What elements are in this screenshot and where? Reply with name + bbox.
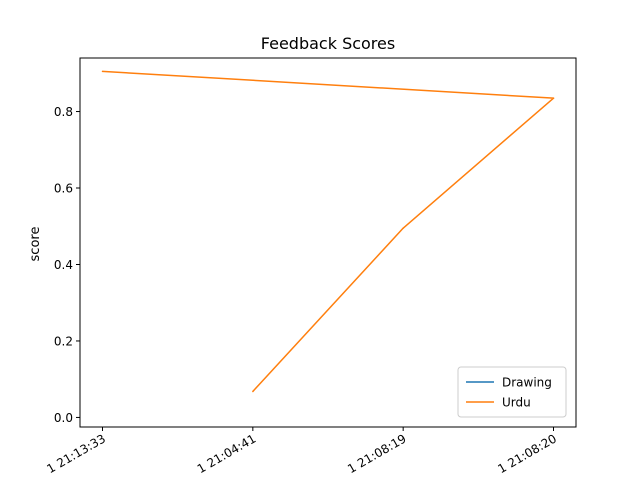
y-tick-label: 0.6: [54, 182, 73, 196]
x-tick-label: 1 21:08:20: [495, 431, 559, 476]
data-point-urdu: [402, 227, 404, 229]
y-tick-label: 0.2: [54, 334, 73, 348]
series-line-urdu: [102, 70, 555, 392]
plot-frame: [79, 57, 577, 428]
y-tick-label: 0.8: [54, 105, 73, 119]
chart-title: Feedback Scores: [261, 34, 395, 53]
legend: Drawing Urdu: [457, 366, 567, 418]
y-tick-label: 0.4: [54, 258, 73, 272]
y-axis-label: score: [28, 227, 43, 262]
legend-label-drawing: Drawing: [502, 376, 552, 390]
legend-label-urdu: Urdu: [502, 396, 531, 410]
y-tick-label: 0.0: [54, 411, 73, 425]
legend-box: [457, 366, 567, 418]
data-point-urdu: [101, 70, 104, 73]
x-tick-label: 1 21:04:41: [195, 431, 259, 476]
data-point-urdu: [552, 97, 555, 99]
x-tick-label: 1 21:13:33: [44, 431, 108, 476]
x-tick-label: 1 21:08:19: [345, 431, 409, 476]
data-point-urdu: [252, 390, 254, 393]
